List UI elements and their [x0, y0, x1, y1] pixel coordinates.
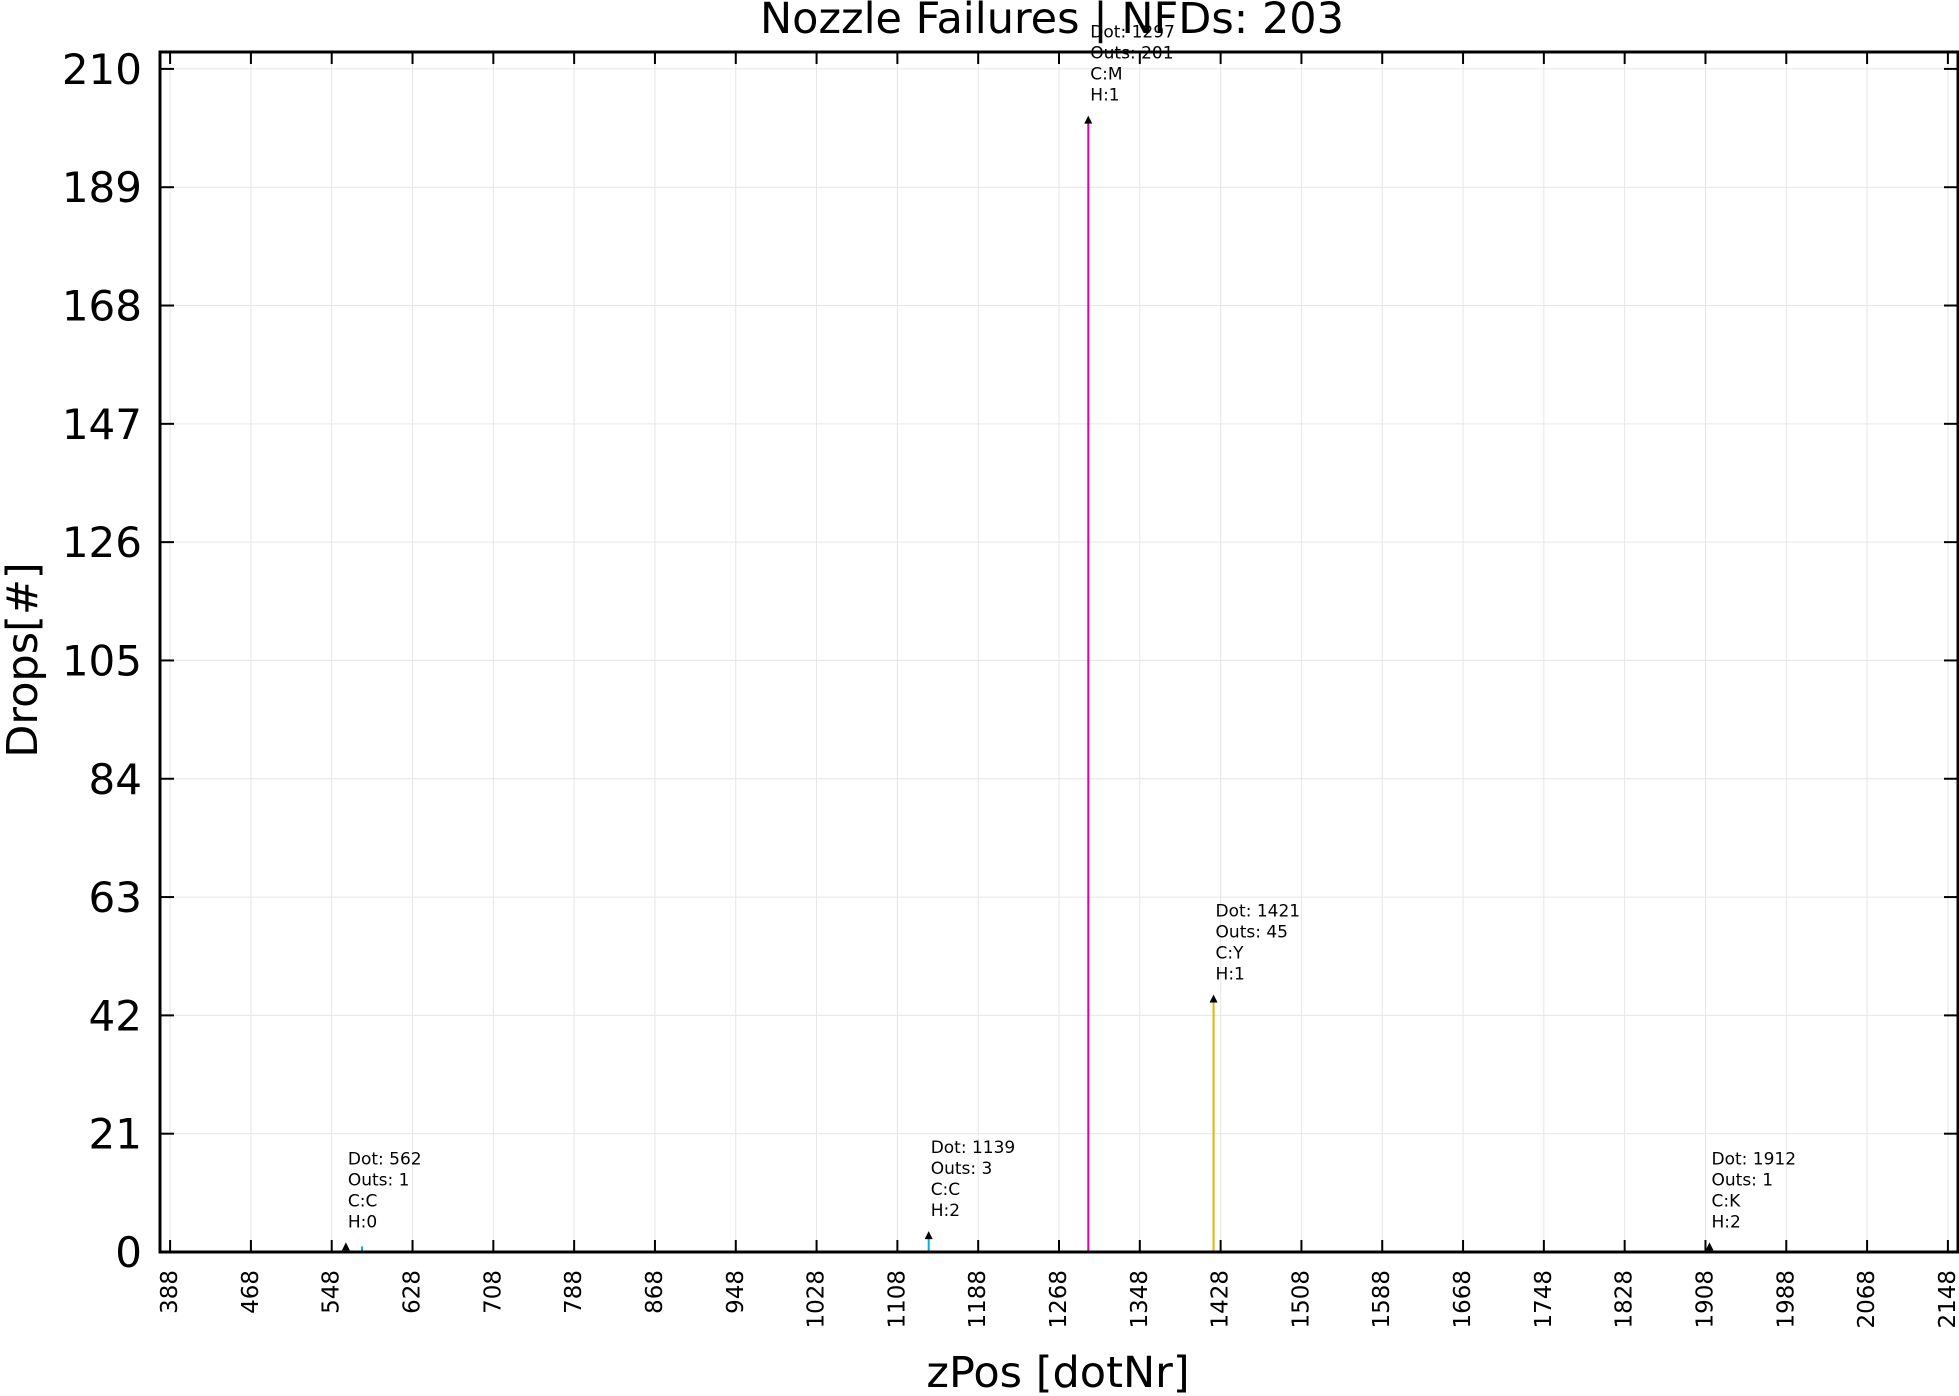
x-tick-label: 1908 — [1692, 1270, 1718, 1329]
point-annotation-line: Outs: 201 — [1090, 44, 1173, 64]
y-tick-label: 189 — [62, 163, 142, 212]
x-tick-label: 788 — [561, 1270, 587, 1314]
x-tick-label: 1268 — [1046, 1270, 1072, 1329]
x-tick-label: 1028 — [804, 1270, 830, 1329]
x-tick-label: 1828 — [1612, 1270, 1638, 1329]
points — [341, 115, 1714, 1251]
point-annotation-line: C:C — [931, 1180, 960, 1200]
point-annotation-line: C:K — [1712, 1191, 1742, 1211]
y-tick-label: 147 — [62, 400, 142, 449]
point-annotation-line: Outs: 1 — [1712, 1170, 1774, 1190]
y-tick-label: 42 — [89, 991, 142, 1040]
x-tick-label: 1108 — [884, 1270, 910, 1329]
stems — [344, 119, 1711, 1252]
x-tick-label: 548 — [319, 1270, 345, 1314]
axis-ticks: 388 468 548 628 708 788 868 948 1028 1108 1188 1268… — [62, 45, 1959, 1329]
y-tick-label: 210 — [62, 45, 142, 94]
point-annotation-line: Outs: 45 — [1216, 922, 1288, 942]
data-point-marker — [1084, 115, 1093, 124]
data-point-marker — [341, 1242, 350, 1251]
point-annotation-line: Dot: 1139 — [931, 1138, 1016, 1158]
point-annotation-line: H:2 — [931, 1201, 960, 1221]
x-tick-label: 2148 — [1935, 1270, 1959, 1329]
x-tick-label: 868 — [642, 1270, 668, 1314]
point-annotation-line: Dot: 1912 — [1712, 1149, 1797, 1169]
chart-title: Nozzle Failures | NFDs: 203 — [760, 0, 1344, 44]
point-annotation-line: H:1 — [1216, 964, 1245, 984]
point-annotation-line: H:1 — [1090, 86, 1119, 106]
x-tick-label: 1348 — [1127, 1270, 1153, 1329]
point-annotation-line: Dot: 562 — [348, 1149, 422, 1169]
grid — [160, 52, 1958, 1253]
point-annotation-line: C:Y — [1216, 943, 1245, 963]
x-tick-label: 628 — [400, 1270, 426, 1314]
data-point-marker — [1705, 1242, 1714, 1251]
x-tick-label: 1428 — [1208, 1270, 1234, 1329]
x-tick-label: 388 — [157, 1270, 183, 1314]
data-point-marker — [1209, 994, 1218, 1003]
x-tick-label: 468 — [238, 1270, 264, 1314]
y-tick-label: 84 — [89, 755, 142, 804]
y-tick-label: 63 — [89, 873, 142, 922]
point-annotation-line: C:C — [348, 1191, 377, 1211]
point-annotation-line: C:M — [1090, 65, 1122, 85]
y-tick-label: 168 — [62, 282, 142, 331]
x-tick-label: 948 — [723, 1270, 749, 1314]
x-tick-label: 2068 — [1854, 1270, 1880, 1329]
x-tick-label: 1748 — [1531, 1270, 1557, 1329]
point-annotation-line: Dot: 1297 — [1090, 23, 1175, 43]
y-tick-label: 21 — [89, 1110, 142, 1159]
x-tick-label: 1188 — [965, 1270, 991, 1329]
point-annotation-line: H:2 — [1712, 1212, 1741, 1232]
x-tick-label: 1668 — [1450, 1270, 1476, 1329]
data-point-marker — [924, 1231, 933, 1240]
x-tick-label: 1588 — [1369, 1270, 1395, 1329]
x-tick-label: 708 — [480, 1270, 506, 1314]
annotations: Dot: 562 Outs: 1 C:C H:0 Dot: 1139 Outs: … — [348, 23, 1796, 1233]
x-tick-label: 1988 — [1773, 1270, 1799, 1329]
point-annotation-line: Outs: 3 — [931, 1159, 993, 1179]
x-axis-label: zPos [dotNr] — [926, 1348, 1189, 1396]
y-tick-label: 126 — [62, 518, 142, 567]
y-tick-label: 0 — [115, 1228, 142, 1277]
point-annotation-line: Outs: 1 — [348, 1170, 410, 1190]
point-annotation-line: Dot: 1421 — [1216, 901, 1301, 921]
y-tick-label: 105 — [62, 636, 142, 685]
y-axis-label: Drops[#] — [0, 562, 48, 757]
x-tick-label: 1508 — [1288, 1270, 1314, 1329]
point-annotation-line: H:0 — [348, 1212, 377, 1232]
